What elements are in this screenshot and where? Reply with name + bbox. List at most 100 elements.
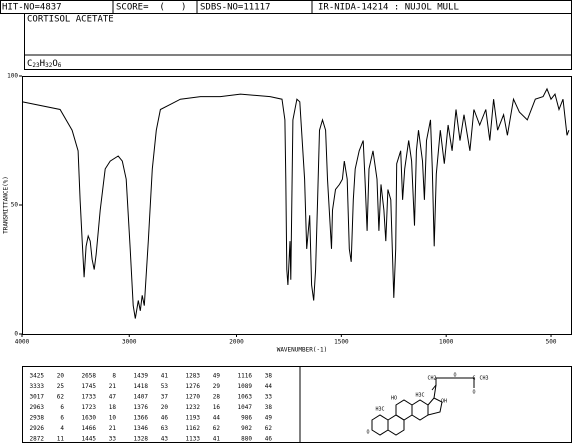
peak-transmittance: 28 [213, 394, 221, 401]
peak-wavenumber: 1407 [134, 394, 149, 401]
peak-wavenumber: 1376 [134, 404, 149, 411]
peak-wavenumber: 1733 [82, 394, 97, 401]
peak-wavenumber: 1162 [186, 425, 201, 432]
peak-wavenumber: 1116 [238, 373, 253, 380]
peak-wavenumber: 1063 [238, 394, 253, 401]
peak-transmittance: 44 [213, 415, 221, 422]
peak-wavenumber: 902 [241, 425, 252, 432]
peak-wavenumber: 2938 [30, 415, 45, 422]
peak-transmittance: 37 [161, 394, 169, 401]
structure-label: H3C [415, 393, 424, 399]
y-tick-label: 0 [14, 331, 18, 338]
ring [427, 397, 443, 416]
formula: C23H32O6 [27, 59, 62, 69]
formula-subscript: 23 [32, 62, 40, 69]
peak-transmittance: 62 [265, 425, 273, 432]
peak-wavenumber: 1630 [82, 415, 97, 422]
peak-wavenumber: 1366 [134, 415, 149, 422]
structure-label: H3C [375, 407, 384, 413]
structure-label: HO [391, 396, 397, 402]
peak-wavenumber: 1466 [82, 425, 97, 432]
x-tick-label: 1500 [334, 339, 349, 346]
y-tick-label: 100 [7, 73, 18, 80]
ring [371, 414, 389, 436]
peak-transmittance: 38 [265, 373, 273, 380]
peak-transmittance: 21 [109, 425, 117, 432]
peak-transmittance: 25 [57, 383, 65, 390]
side-chain [433, 377, 460, 399]
ring [411, 399, 429, 421]
peak-wavenumber: 2658 [82, 373, 97, 380]
peak-transmittance: 53 [161, 383, 169, 390]
peak-transmittance: 29 [213, 383, 221, 390]
peak-transmittance: 11 [57, 436, 65, 443]
header-box [0, 0, 572, 14]
peak-transmittance: 4 [60, 425, 64, 432]
peak-transmittance: 41 [213, 436, 221, 443]
peak-wavenumber: 1723 [82, 404, 97, 411]
peak-wavenumber: 2926 [30, 425, 45, 432]
x-tick-label: 3000 [122, 339, 137, 346]
structure-label: CH3 [479, 376, 488, 382]
peak-transmittance: 10 [109, 415, 117, 422]
peak-wavenumber: 1276 [186, 383, 201, 390]
peak-wavenumber: 3017 [30, 394, 45, 401]
peak-transmittance: 49 [265, 415, 273, 422]
y-tick-label: 50 [11, 202, 19, 209]
peak-wavenumber: 1047 [238, 404, 253, 411]
peak-transmittance: 20 [57, 373, 65, 380]
peak-wavenumber: 1346 [134, 425, 149, 432]
peak-transmittance: 49 [213, 373, 221, 380]
peak-transmittance: 47 [109, 394, 117, 401]
peak-wavenumber: 1089 [238, 383, 253, 390]
peak-wavenumber: 3425 [30, 373, 45, 380]
peak-transmittance: 62 [213, 425, 221, 432]
spectrum-line [21, 87, 570, 319]
peak-wavenumber: 1445 [82, 436, 97, 443]
peak-transmittance: 41 [161, 373, 169, 380]
compound-name: CORTISOL ACETATE [27, 15, 114, 25]
formula-subscript: 32 [45, 62, 53, 69]
peak-wavenumber: 1133 [186, 436, 201, 443]
x-axis-label: WAVENUMBER(-1) [277, 347, 328, 354]
peak-box [22, 366, 572, 443]
peak-wavenumber: 2872 [30, 436, 45, 443]
peak-wavenumber: 1232 [186, 404, 201, 411]
peak-wavenumber: 2963 [30, 404, 45, 411]
peak-transmittance: 46 [265, 436, 273, 443]
formula-element: C [27, 59, 32, 69]
x-tick-label: 4000 [15, 339, 30, 346]
peak-transmittance: 33 [265, 394, 273, 401]
peak-wavenumber: 986 [241, 415, 252, 422]
peak-transmittance: 62 [57, 394, 65, 401]
peak-wavenumber: 1745 [82, 383, 97, 390]
x-tick-label: 2000 [229, 339, 244, 346]
method: IR-NIDA-14214 : NUJOL MULL [318, 3, 459, 13]
peak-transmittance: 44 [265, 383, 273, 390]
x-tick-label: 500 [546, 339, 557, 346]
peak-wavenumber: 1283 [186, 373, 201, 380]
peak-transmittance: 33 [109, 436, 117, 443]
structure-label: CH2 [427, 376, 436, 382]
peak-transmittance: 43 [161, 436, 169, 443]
structure-label: C [472, 376, 475, 382]
peak-transmittance: 21 [109, 383, 117, 390]
peak-transmittance: 16 [213, 404, 221, 411]
peak-transmittance: 8 [112, 373, 116, 380]
structure-label: O [366, 430, 369, 436]
peak-wavenumber: 1328 [134, 436, 149, 443]
x-tick-label: 1000 [439, 339, 454, 346]
structure-label: O [453, 373, 456, 379]
peak-transmittance: 18 [109, 404, 117, 411]
score: SCORE= ( ) [116, 3, 186, 13]
formula-element: O [52, 59, 57, 69]
peak-transmittance: 63 [161, 425, 169, 432]
peak-wavenumber: 3333 [30, 383, 45, 390]
bond [431, 384, 437, 391]
plot-frame [22, 76, 572, 335]
peak-wavenumber: 1439 [134, 373, 149, 380]
hit-no: HIT-NO=4837 [2, 3, 62, 13]
sdbs-no: SDBS-NO=11117 [200, 3, 270, 13]
